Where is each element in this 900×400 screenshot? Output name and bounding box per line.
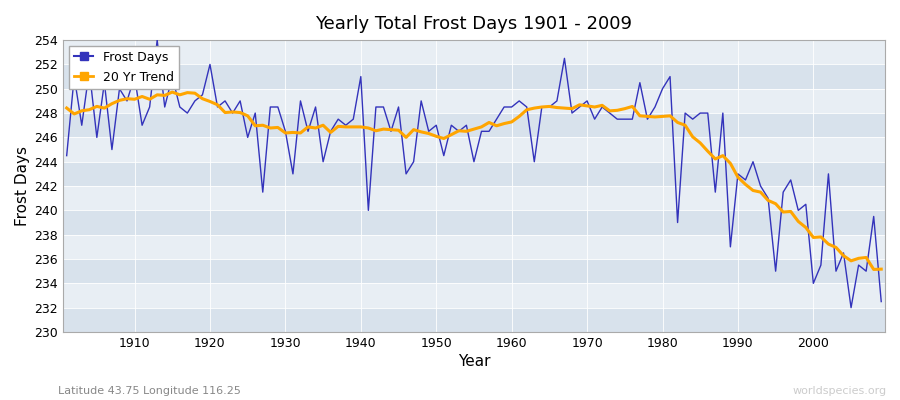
Text: Latitude 43.75 Longitude 116.25: Latitude 43.75 Longitude 116.25 xyxy=(58,386,241,396)
Bar xyxy=(63,40,885,64)
Legend: Frost Days, 20 Yr Trend: Frost Days, 20 Yr Trend xyxy=(69,46,179,89)
Bar xyxy=(63,162,885,186)
Bar xyxy=(63,259,885,283)
Y-axis label: Frost Days: Frost Days xyxy=(15,146,30,226)
Text: worldspecies.org: worldspecies.org xyxy=(792,386,886,396)
Bar xyxy=(63,137,885,162)
Bar xyxy=(63,235,885,259)
Title: Yearly Total Frost Days 1901 - 2009: Yearly Total Frost Days 1901 - 2009 xyxy=(316,15,633,33)
Bar xyxy=(63,186,885,210)
Bar xyxy=(63,308,885,332)
Bar xyxy=(63,89,885,113)
X-axis label: Year: Year xyxy=(458,354,491,369)
Bar xyxy=(63,283,885,308)
Bar xyxy=(63,113,885,137)
Bar xyxy=(63,210,885,235)
Bar xyxy=(63,64,885,89)
